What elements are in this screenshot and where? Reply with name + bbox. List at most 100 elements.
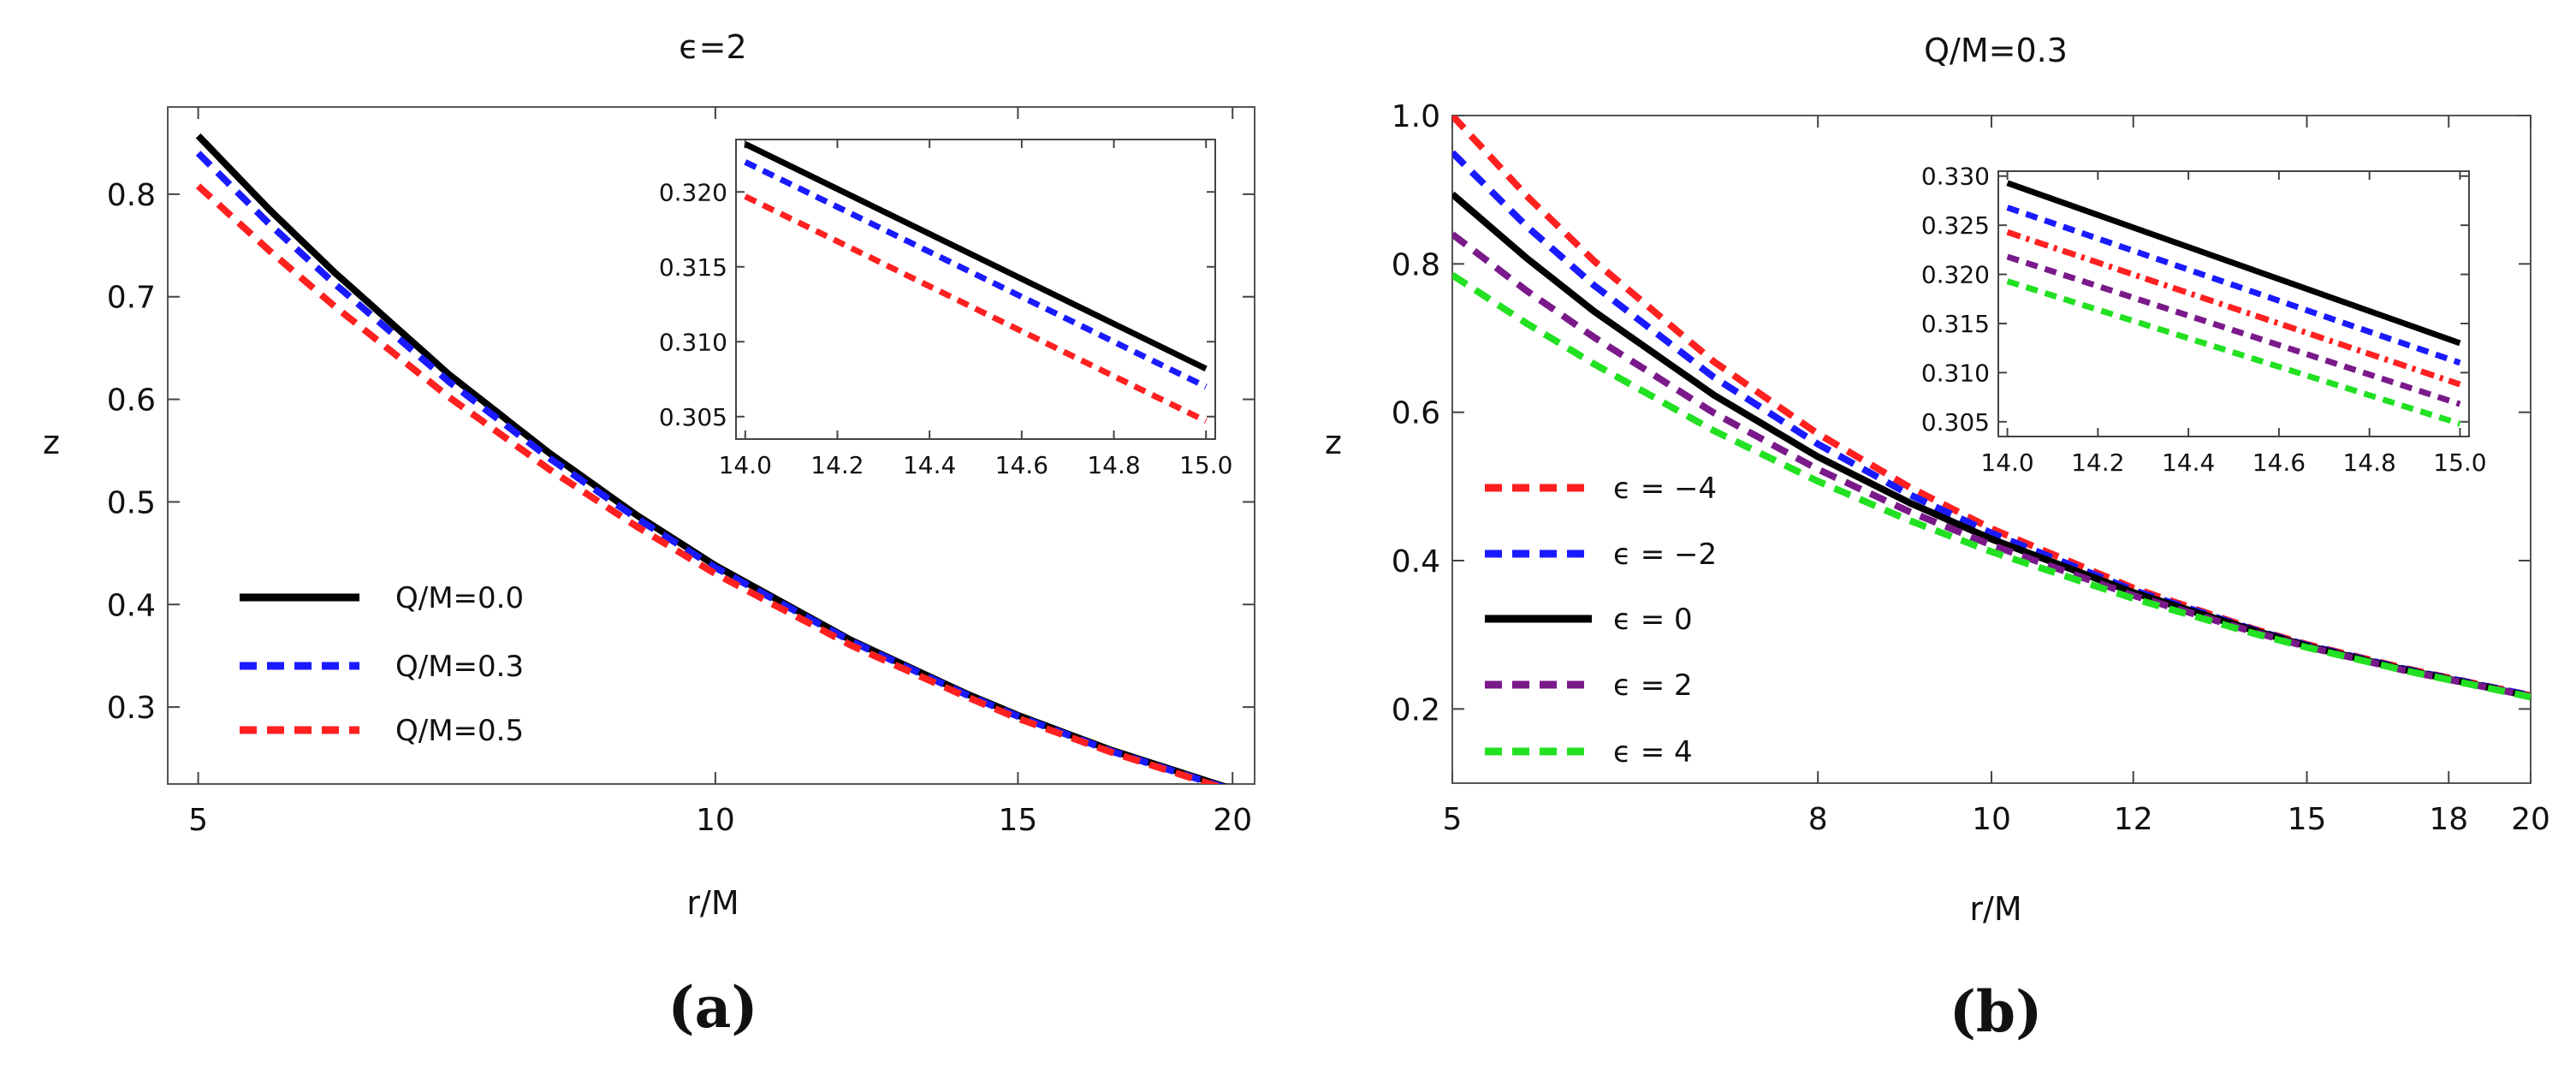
panel-b: Q/M=0.3 0.2 0.4 0.6 0.8 1.0 5 8 10 12 15 18 20 z r… [1325, 32, 2550, 1045]
inset-series-line-2 [2006, 229, 2461, 388]
x-tick-label: 18 [2429, 802, 2468, 837]
panel-a-legend: Q/M=0.0 Q/M=0.3 Q/M=0.5 [240, 581, 524, 748]
x-tick-label: 5 [188, 803, 208, 838]
legend-label: ϵ = 4 [1613, 735, 1693, 769]
panel-a-series [195, 133, 1228, 784]
x-tick-label: 15 [999, 803, 1038, 838]
inset-series-line-0 [2006, 180, 2461, 347]
panel-a-x-ticks: 5 10 15 20 [188, 107, 1252, 838]
panel-b-x-label: r/M [1969, 890, 2021, 928]
legend-label: ϵ = 2 [1613, 668, 1693, 703]
y-tick-label: 0.7 [107, 281, 156, 316]
inset-x-tick-label: 14.0 [719, 451, 772, 479]
inset-y-tick-label: 0.315 [659, 253, 727, 282]
legend-item-qm-0.3: Q/M=0.3 [240, 650, 524, 684]
panel-a-inset-y-ticks: 0.305 0.310 0.315 0.320 [659, 178, 1215, 431]
inset-series-line-0 [744, 141, 1208, 371]
inset-x-tick-label: 14.2 [810, 451, 864, 479]
panel-a-frame [167, 106, 1255, 785]
inset-x-tick-label: 14.2 [2071, 448, 2124, 477]
panel-a: ϵ=2 0.3 0.4 0.5 0.6 0.7 0.8 5 10 15 20 z r/M Q/M… [43, 28, 1255, 1041]
inset-y-tick-label: 0.305 [1921, 408, 1990, 437]
inset-x-tick-label: 14.4 [903, 451, 956, 479]
x-tick-label: 10 [696, 803, 735, 838]
series-line-3 [1452, 231, 2531, 700]
legend-label: ϵ = −2 [1613, 538, 1717, 572]
legend-item-eps-2: ϵ = 2 [1485, 668, 1693, 703]
panel-b-legend: ϵ = −4 ϵ = −2 ϵ = 0 ϵ = 2 ϵ = 4 [1485, 472, 1717, 769]
panel-a-plot: 0.3 0.4 0.5 0.6 0.7 0.8 5 10 15 20 [107, 106, 1255, 838]
series-line-0 [1452, 116, 2531, 699]
y-tick-label: 0.4 [1392, 544, 1440, 579]
inset-x-tick-label: 15.0 [1179, 451, 1232, 479]
legend-label: Q/M=0.5 [395, 714, 524, 748]
inset-y-tick-label: 0.305 [659, 403, 727, 431]
panel-a-y-ticks: 0.3 0.4 0.5 0.6 0.7 0.8 [107, 178, 1255, 726]
inset-y-tick-label: 0.330 [1921, 163, 1990, 191]
y-tick-label: 0.8 [107, 178, 156, 213]
y-tick-label: 0.6 [1392, 396, 1440, 431]
inset-series-line-3 [2006, 253, 2461, 407]
legend-item-qm-0.0: Q/M=0.0 [240, 581, 524, 615]
inset-y-tick-label: 0.310 [1921, 359, 1990, 387]
legend-item-eps-minus-2: ϵ = −2 [1485, 538, 1717, 572]
inset-x-tick-label: 14.8 [1087, 451, 1140, 479]
y-tick-label: 0.3 [107, 691, 156, 726]
panel-a-x-label: r/M [686, 884, 739, 922]
inset-series-line-1 [744, 159, 1208, 389]
panel-b-inset-frame [1997, 170, 2470, 437]
panel-a-inset-series [744, 141, 1208, 425]
legend-label: ϵ = 0 [1613, 603, 1693, 637]
legend-item-eps-0: ϵ = 0 [1485, 603, 1693, 637]
inset-x-tick-label: 14.6 [2253, 448, 2306, 477]
panel-b-caption: (b) [1950, 978, 2043, 1045]
y-tick-label: 1.0 [1392, 99, 1440, 134]
panel-b-x-ticks: 5 8 10 12 15 18 20 [1443, 116, 2550, 837]
panel-b-series [1452, 116, 2531, 701]
panel-a-inset: 0.305 0.310 0.315 0.320 14.0 14.2 14.4 14.6 14.… [659, 139, 1232, 479]
inset-x-tick-label: 14.6 [995, 451, 1048, 479]
x-tick-label: 12 [2114, 802, 2153, 837]
inset-x-tick-label: 14.8 [2342, 448, 2395, 477]
panel-a-caption: (a) [668, 974, 757, 1041]
inset-series-line-4 [2006, 278, 2461, 427]
legend-item-eps-4: ϵ = 4 [1485, 735, 1693, 769]
x-tick-label: 10 [1972, 802, 2011, 837]
x-tick-label: 8 [1808, 802, 1828, 837]
y-tick-label: 0.6 [107, 383, 156, 419]
x-tick-label: 15 [2288, 802, 2327, 837]
inset-y-tick-label: 0.310 [659, 328, 727, 356]
x-tick-label: 5 [1443, 802, 1463, 837]
legend-label: Q/M=0.3 [395, 650, 524, 684]
inset-y-tick-label: 0.315 [1921, 310, 1990, 338]
series-line-2 [195, 183, 1222, 784]
y-tick-label: 0.5 [107, 485, 156, 520]
panel-b-y-label: z [1325, 424, 1342, 461]
inset-y-tick-label: 0.320 [659, 178, 727, 206]
inset-series-line-1 [2006, 205, 2461, 366]
y-tick-label: 0.4 [107, 588, 156, 623]
legend-label: Q/M=0.0 [395, 581, 524, 615]
panel-a-y-label: z [43, 424, 60, 461]
inset-y-tick-label: 0.320 [1921, 261, 1990, 289]
inset-x-tick-label: 15.0 [2433, 448, 2486, 477]
legend-item-qm-0.5: Q/M=0.5 [240, 714, 524, 748]
y-tick-label: 0.2 [1392, 692, 1440, 728]
legend-item-eps-minus-4: ϵ = −4 [1485, 472, 1717, 506]
inset-series-line-2 [744, 193, 1208, 425]
panel-b-plot: 0.2 0.4 0.6 0.8 1.0 5 8 10 12 15 18 20 [1392, 99, 2550, 837]
x-tick-label: 20 [2511, 802, 2550, 837]
series-line-4 [1452, 271, 2531, 701]
inset-x-tick-label: 14.0 [1980, 448, 2033, 477]
inset-x-tick-label: 14.4 [2162, 448, 2215, 477]
legend-label: ϵ = −4 [1613, 472, 1717, 506]
x-tick-label: 20 [1213, 803, 1252, 838]
panel-a-title: ϵ=2 [679, 28, 746, 66]
panel-b-inset-series [2006, 180, 2461, 427]
panel-b-inset-x-ticks: 14.0 14.2 14.4 14.6 14.8 15.0 [1980, 171, 2487, 477]
y-tick-label: 0.8 [1392, 247, 1440, 282]
panel-b-title: Q/M=0.3 [1924, 32, 2068, 69]
